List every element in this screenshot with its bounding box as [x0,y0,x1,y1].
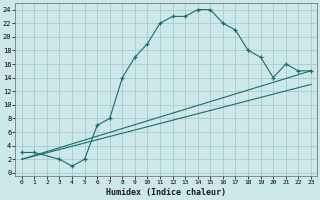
X-axis label: Humidex (Indice chaleur): Humidex (Indice chaleur) [106,188,226,197]
